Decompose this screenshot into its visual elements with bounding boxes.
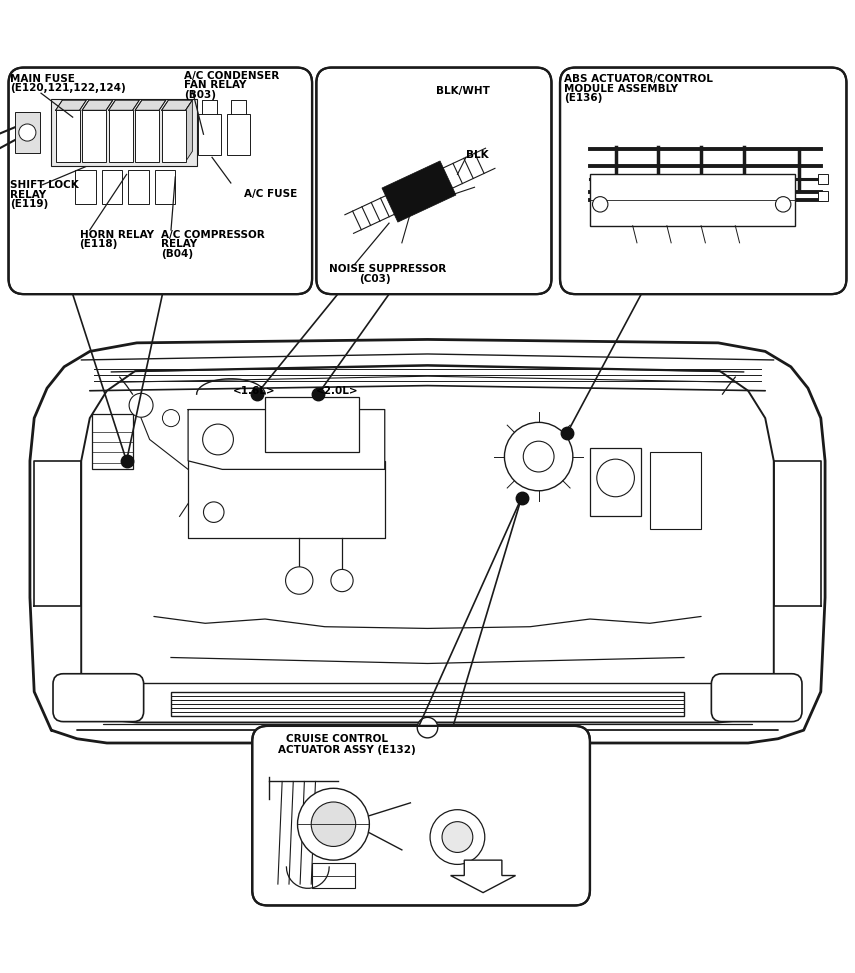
Text: <2.0L>: <2.0L> <box>316 386 359 396</box>
Text: CRUISE CONTROL: CRUISE CONTROL <box>286 735 388 744</box>
Text: (E119): (E119) <box>10 199 49 209</box>
Bar <box>227 114 250 155</box>
FancyBboxPatch shape <box>9 67 312 294</box>
Polygon shape <box>382 161 456 222</box>
Text: <1.6L>: <1.6L> <box>233 386 275 396</box>
FancyBboxPatch shape <box>560 67 846 294</box>
Polygon shape <box>186 100 192 162</box>
Bar <box>171 692 684 715</box>
Bar <box>82 110 106 162</box>
Bar <box>102 170 122 204</box>
FancyBboxPatch shape <box>711 673 802 722</box>
Bar <box>15 112 40 153</box>
Text: (E120,121,122,124): (E120,121,122,124) <box>10 83 126 93</box>
Circle shape <box>775 197 791 212</box>
Text: (E136): (E136) <box>564 93 603 103</box>
Text: MAIN FUSE: MAIN FUSE <box>10 74 75 85</box>
Bar <box>92 414 133 469</box>
Bar <box>312 863 355 888</box>
Text: RELAY: RELAY <box>10 190 46 199</box>
Polygon shape <box>56 100 86 110</box>
Bar <box>265 397 359 452</box>
Circle shape <box>430 810 485 864</box>
Text: (E118): (E118) <box>80 239 118 249</box>
Text: A/C FUSE: A/C FUSE <box>244 189 297 198</box>
Circle shape <box>203 502 224 523</box>
Bar <box>128 170 149 204</box>
FancyBboxPatch shape <box>316 67 551 294</box>
FancyBboxPatch shape <box>53 673 144 722</box>
Text: (B03): (B03) <box>184 90 215 100</box>
Circle shape <box>417 717 438 738</box>
Polygon shape <box>82 100 113 110</box>
Polygon shape <box>451 860 516 892</box>
Text: ACTUATOR ASSY (E132): ACTUATOR ASSY (E132) <box>278 744 416 755</box>
Circle shape <box>331 569 353 592</box>
Text: NOISE SUPPRESSOR: NOISE SUPPRESSOR <box>329 265 446 274</box>
Bar <box>650 452 701 529</box>
Text: (C03): (C03) <box>359 274 391 284</box>
Circle shape <box>442 821 473 852</box>
Bar <box>198 114 221 155</box>
Polygon shape <box>135 100 166 110</box>
Text: MODULE ASSEMBLY: MODULE ASSEMBLY <box>564 84 678 93</box>
Text: HORN RELAY: HORN RELAY <box>80 230 154 240</box>
Bar <box>818 173 828 184</box>
Text: SHIFT LOCK: SHIFT LOCK <box>10 180 79 191</box>
Bar <box>162 110 186 162</box>
Bar <box>56 110 80 162</box>
Text: (B04): (B04) <box>161 249 193 259</box>
Circle shape <box>523 441 554 472</box>
Polygon shape <box>109 100 139 110</box>
Text: A/C COMPRESSOR: A/C COMPRESSOR <box>161 230 264 240</box>
Circle shape <box>504 422 573 490</box>
Text: BLK/WHT: BLK/WHT <box>436 87 490 96</box>
Bar <box>135 110 159 162</box>
Bar <box>590 174 795 226</box>
Bar <box>51 99 197 165</box>
Bar <box>109 110 133 162</box>
Text: BLK: BLK <box>466 151 488 161</box>
Circle shape <box>129 393 153 417</box>
Text: FAN RELAY: FAN RELAY <box>184 81 246 90</box>
Circle shape <box>203 424 233 454</box>
Text: ABS ACTUATOR/CONTROL: ABS ACTUATOR/CONTROL <box>564 74 713 85</box>
Bar <box>75 170 96 204</box>
Circle shape <box>19 124 36 141</box>
Circle shape <box>162 410 180 426</box>
Polygon shape <box>162 100 192 110</box>
Circle shape <box>298 788 369 860</box>
Circle shape <box>597 459 634 497</box>
Circle shape <box>311 802 356 847</box>
Circle shape <box>286 567 313 595</box>
Circle shape <box>593 197 608 212</box>
Bar <box>590 448 641 517</box>
Text: A/C CONDENSER: A/C CONDENSER <box>184 71 279 81</box>
FancyBboxPatch shape <box>252 726 590 906</box>
Bar <box>818 191 828 201</box>
Bar <box>155 170 175 204</box>
Text: RELAY: RELAY <box>161 239 197 249</box>
